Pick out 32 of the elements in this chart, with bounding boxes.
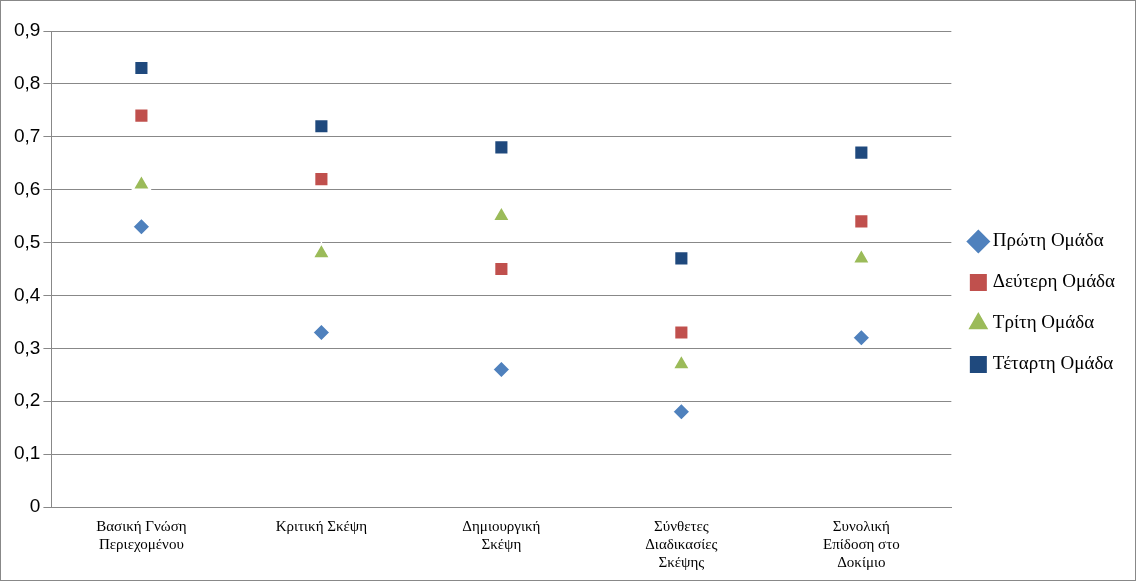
- point: [853, 213, 870, 230]
- x-tick-label: Κριτική Σκέψη: [275, 517, 368, 534]
- y-tick-label: 0: [29, 495, 41, 517]
- y-tick-label: 0,5: [13, 230, 41, 252]
- legend-label: Τέταρτη Ομάδα: [992, 352, 1114, 374]
- y-tick-label: 0,9: [13, 19, 41, 41]
- point: [311, 322, 332, 343]
- point: [491, 359, 512, 380]
- point: [133, 107, 150, 124]
- y-tick-label: 0,7: [13, 125, 41, 147]
- x-tick-label: Δημιουργική Σκέψη: [462, 517, 541, 552]
- y-tick-label: 0,2: [13, 389, 41, 411]
- point: [673, 250, 690, 267]
- y-tick-label: 0,3: [13, 336, 41, 358]
- x-tick-label: Συνολική Επίδοση στο Δοκίμιο: [823, 517, 900, 570]
- point: [853, 144, 870, 161]
- y-tick-label: 0,4: [13, 283, 41, 305]
- legend-label: Δεύτερη Ομάδα: [992, 270, 1116, 292]
- x-tick-label: Βασική Γνώση Περιεχομένου: [96, 517, 187, 552]
- y-tick-label: 0,6: [13, 177, 41, 199]
- y-tick-label: 0,1: [13, 442, 41, 464]
- point: [673, 324, 690, 341]
- point: [313, 171, 330, 188]
- x-tick-label: Σύνθετες Διαδικασίες Σκέψης: [645, 517, 718, 570]
- point: [131, 216, 152, 237]
- legend-label: Πρώτη Ομάδα: [992, 229, 1104, 251]
- point: [313, 118, 330, 135]
- y-tick-label: 0,8: [13, 72, 41, 94]
- point: [671, 401, 692, 422]
- point: [851, 327, 872, 348]
- legend-label: Τρίτη Ομάδα: [992, 311, 1095, 333]
- point: [493, 139, 510, 156]
